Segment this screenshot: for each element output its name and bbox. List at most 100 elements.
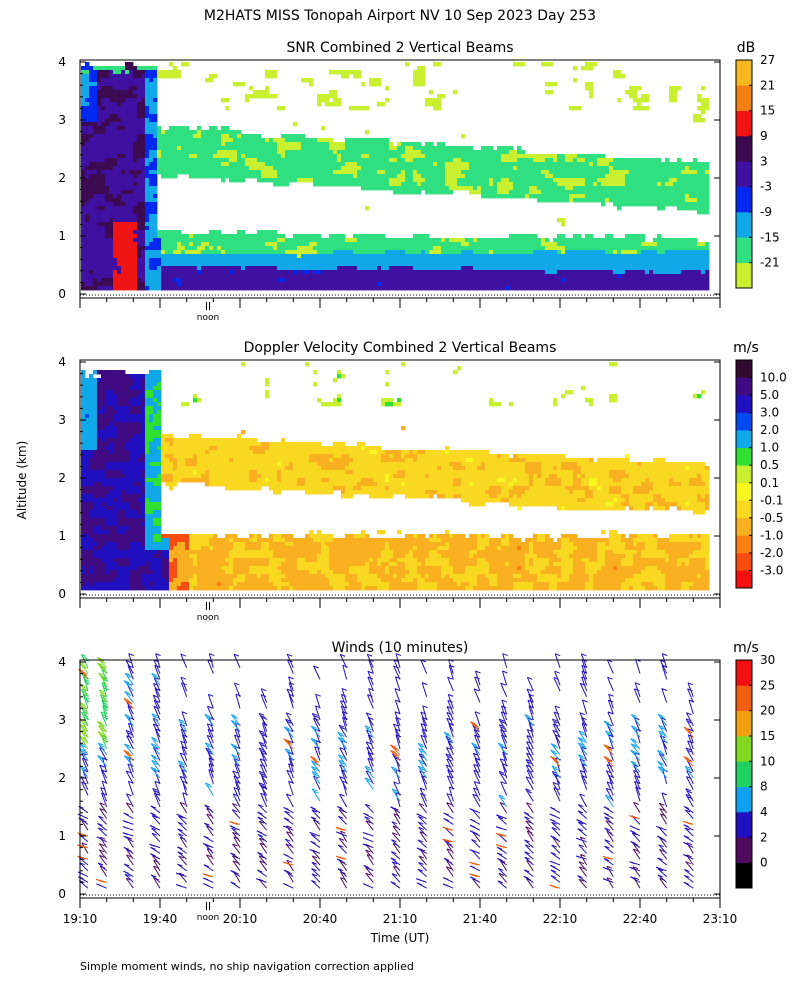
snr-cell: [413, 150, 418, 155]
snr-cell: [305, 78, 310, 83]
snr-cell: [701, 182, 706, 187]
snr-cell: [657, 186, 662, 191]
snr-cell: [685, 258, 690, 263]
snr-cell: [261, 278, 266, 283]
snr-cell: [405, 286, 410, 291]
snr-cell: [553, 250, 558, 255]
snr-cell: [605, 262, 610, 267]
snr-cell: [165, 150, 170, 155]
snr-cell: [605, 282, 610, 287]
snr-cell: [205, 266, 210, 271]
snr-cell: [337, 242, 342, 247]
snr-cell: [557, 286, 562, 291]
snr-cell: [513, 166, 518, 171]
snr-cell: [685, 178, 690, 183]
snr-cell: [113, 278, 118, 283]
snr-cell: [493, 262, 498, 267]
snr-cell: [545, 82, 550, 87]
snr-cell: [649, 286, 654, 291]
snr-cell: [133, 138, 138, 143]
snr-cell: [425, 266, 430, 271]
snr-cell: [269, 150, 274, 155]
snr-cell: [497, 278, 502, 283]
snr-cell: [333, 270, 338, 275]
snr-cell: [245, 254, 250, 259]
snr-cell: [277, 182, 282, 187]
snr-cell: [257, 154, 262, 159]
snr-cell: [665, 166, 670, 171]
snr-cell: [517, 178, 522, 183]
snr-cell: [81, 154, 86, 159]
snr-cell: [197, 162, 202, 167]
snr-cell: [337, 278, 342, 283]
snr-cell: [669, 274, 674, 279]
snr-cell: [341, 274, 346, 279]
snr-cell: [97, 210, 102, 215]
snr-cell: [433, 250, 438, 255]
snr-cell: [81, 138, 86, 143]
snr-cell: [361, 242, 366, 247]
snr-cell: [585, 242, 590, 247]
snr-cell: [513, 174, 518, 179]
snr-cell: [469, 274, 474, 279]
snr-cell: [249, 146, 254, 151]
snr-cell: [341, 246, 346, 251]
snr-cell: [701, 210, 706, 215]
snr-cell: [457, 154, 462, 159]
snr-cell: [345, 282, 350, 287]
snr-cell: [93, 238, 98, 243]
snr-cell: [561, 194, 566, 199]
snr-cell: [501, 270, 506, 275]
snr-cell: [113, 286, 118, 291]
snr-cell: [461, 162, 466, 167]
snr-cell: [145, 182, 150, 187]
snr-cell: [301, 270, 306, 275]
snr-cell: [313, 242, 318, 247]
snr-cell: [613, 202, 618, 207]
snr-cell: [673, 198, 678, 203]
snr-cell: [113, 242, 118, 247]
snr-cell: [565, 238, 570, 243]
snr-cell: [453, 258, 458, 263]
snr-cell: [453, 166, 458, 171]
snr-cell: [661, 162, 666, 167]
snr-cell: [633, 286, 638, 291]
snr-cell: [673, 86, 678, 91]
snr-cell: [249, 138, 254, 143]
snr-cell: [81, 194, 86, 199]
snr-cell: [365, 274, 370, 279]
snr-cell: [113, 254, 118, 259]
snr-cell: [277, 138, 282, 143]
snr-cell: [617, 174, 622, 179]
snr-cell: [649, 246, 654, 251]
snr-cell: [633, 106, 638, 111]
snr-cell: [85, 278, 90, 283]
snr-cell: [705, 210, 710, 215]
snr-cell: [397, 274, 402, 279]
snr-cell: [645, 246, 650, 251]
snr-cell: [93, 122, 98, 127]
snr-cell: [413, 278, 418, 283]
snr-cell: [341, 154, 346, 159]
snr-cell: [241, 258, 246, 263]
snr-cell: [705, 286, 710, 291]
snr-cell: [97, 286, 102, 291]
snr-cell: [161, 138, 166, 143]
snr-cell: [693, 250, 698, 255]
snr-cell: [425, 246, 430, 251]
snr-cell: [205, 234, 210, 239]
snr-cell: [397, 258, 402, 263]
snr-cell: [453, 162, 458, 167]
snr-cell: [301, 286, 306, 291]
snr-cell: [101, 174, 106, 179]
snr-cell: [161, 162, 166, 167]
snr-cell: [349, 266, 354, 271]
snr-cell: [429, 174, 434, 179]
snr-cell: [109, 130, 114, 135]
snr-cell: [321, 170, 326, 175]
snr-cell: [113, 86, 118, 91]
snr-cell: [109, 194, 114, 199]
snr-cell: [629, 238, 634, 243]
snr-cell: [113, 98, 118, 103]
snr-cell: [577, 234, 582, 239]
